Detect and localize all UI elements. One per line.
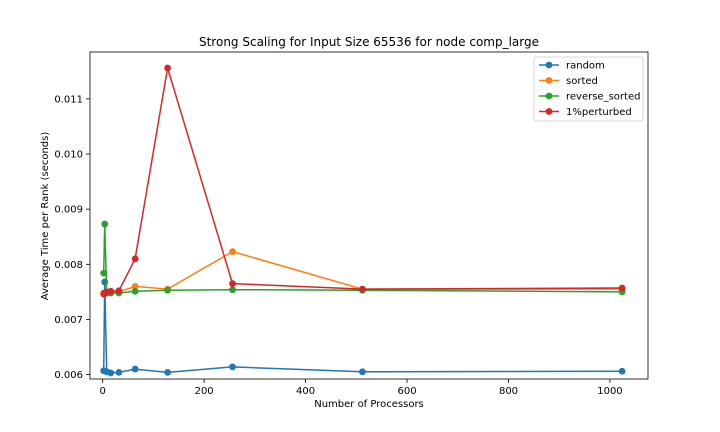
data-point-reverse-sorted bbox=[164, 286, 172, 294]
x-tick-label: 200 bbox=[195, 386, 214, 397]
data-point-random bbox=[359, 368, 366, 376]
data-point-1-perturbed bbox=[115, 287, 123, 295]
y-tick-label: 0.008 bbox=[54, 260, 83, 271]
plot-area: 0 200 400 600 800 1000 0.006 0.007 0.008 0.009 0.0… bbox=[54, 51, 649, 397]
legend-label: random bbox=[566, 61, 605, 72]
data-point-reverse-sorted bbox=[100, 269, 108, 277]
x-tick-label: 1000 bbox=[597, 386, 622, 397]
y-tick-label: 0.010 bbox=[54, 150, 83, 161]
data-point-reverse-sorted bbox=[131, 287, 139, 295]
legend-marker bbox=[545, 77, 553, 84]
x-tick-label: 800 bbox=[499, 386, 518, 397]
data-point-random bbox=[131, 365, 139, 373]
y-tick-label: 0.011 bbox=[54, 94, 83, 105]
axes-frame bbox=[89, 51, 649, 380]
data-point-1-perturbed bbox=[131, 255, 139, 263]
legend-label: reverse_sorted bbox=[566, 92, 640, 103]
data-point-random bbox=[164, 368, 172, 376]
legend-label: sorted bbox=[566, 76, 598, 87]
data-point-1-perturbed bbox=[107, 287, 115, 295]
series-line-reverse-sorted bbox=[102, 223, 623, 294]
legend-marker bbox=[545, 108, 553, 115]
series-line-random bbox=[102, 281, 623, 374]
y-tick-label: 0.007 bbox=[54, 315, 83, 326]
x-tick-label: 600 bbox=[397, 386, 416, 397]
data-point-sorted bbox=[131, 282, 139, 290]
data-point-sorted bbox=[229, 248, 236, 256]
legend-box bbox=[533, 56, 644, 122]
data-point-1-perturbed bbox=[618, 284, 626, 292]
y-axis-label: Average Time per Rank (seconds) bbox=[40, 132, 51, 301]
data-point-1-perturbed bbox=[164, 64, 172, 72]
legend-marker bbox=[545, 61, 553, 69]
y-tick-label: 0.006 bbox=[54, 370, 83, 381]
legend: random sorted reverse_sorted 1%perturbed bbox=[533, 56, 644, 122]
chart-title: Strong Scaling for Input Size 65536 for … bbox=[199, 35, 539, 49]
legend-marker bbox=[545, 92, 553, 100]
data-point-random bbox=[107, 369, 115, 377]
data-point-reverse-sorted bbox=[229, 286, 236, 294]
x-tick-label: 0 bbox=[99, 386, 105, 397]
x-tick-label: 400 bbox=[296, 386, 315, 397]
data-point-reverse-sorted bbox=[101, 220, 109, 228]
data-point-random bbox=[115, 368, 123, 376]
data-point-1-perturbed bbox=[229, 280, 236, 288]
y-tick-label: 0.009 bbox=[54, 205, 83, 216]
data-point-random bbox=[229, 363, 236, 371]
data-point-1-perturbed bbox=[359, 285, 366, 293]
data-point-random bbox=[618, 367, 626, 375]
x-axis-label: Number of Processors bbox=[314, 399, 424, 410]
legend-label: 1%perturbed bbox=[566, 107, 632, 118]
